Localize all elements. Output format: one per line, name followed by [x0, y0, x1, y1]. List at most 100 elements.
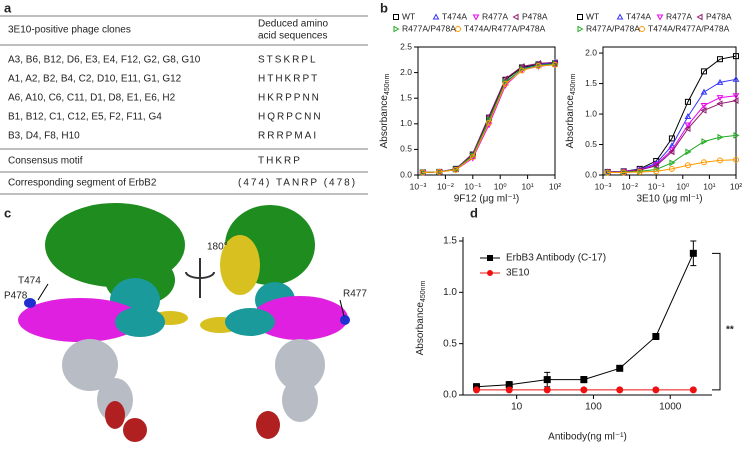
legend-label: T474A [442, 11, 467, 21]
legend-label: WT [586, 11, 599, 21]
marker [668, 135, 675, 142]
marker [732, 93, 740, 100]
marker [700, 107, 707, 114]
y-axis-label-text: Absorbance [415, 302, 426, 356]
series-line [422, 64, 556, 173]
legend-label: T474A [626, 11, 651, 21]
marker [701, 138, 708, 145]
table-cell: HKRPPNN [258, 93, 321, 104]
marker [684, 98, 691, 105]
y-tick-label: 1.0 [585, 108, 597, 118]
marker [732, 97, 739, 104]
marker [653, 168, 660, 175]
protein-structure-left [18, 203, 188, 442]
panel-label: d [470, 205, 478, 220]
table-cell: HTHKRPT [258, 74, 319, 85]
legend-label: R477A/P478A [586, 23, 640, 33]
protein-structure-right [200, 205, 350, 439]
y-axis-label: Absorbance450nm [415, 280, 428, 355]
x-tick-label: 1000 [659, 402, 682, 413]
table-cell: A3, B6, B12, D6, E3, E4, F12, G2, G8, G1… [8, 55, 201, 66]
marker [636, 168, 643, 175]
legend-label: P478A [522, 11, 548, 21]
y-axis-label: Absorbance450nm [565, 73, 578, 148]
legend-label: R477A/P478A [402, 23, 456, 33]
marker [436, 168, 443, 175]
y-tick-label: 1.5 [400, 92, 412, 102]
table-header: Deduced amino [258, 19, 328, 30]
y-axis-label-text: Absorbance [565, 95, 576, 149]
x-tick-label: 10⁻¹ [648, 181, 665, 191]
marker [684, 122, 692, 129]
marker [668, 165, 675, 172]
x-tick-label: 10¹ [521, 181, 533, 191]
y-tick-label: 1.5 [585, 78, 597, 88]
table-header: 3E10-positive phage clones [8, 25, 131, 36]
marker [535, 62, 542, 69]
legend-label: P478A [706, 11, 732, 21]
significance-bracket [712, 252, 721, 391]
marker [580, 386, 588, 394]
y-tick-label: 0.5 [585, 139, 597, 149]
marker [733, 156, 739, 163]
table-cell: A1, A2, B2, B4, C2, D10, E11, G1, G12 [8, 74, 182, 85]
marker [689, 386, 697, 394]
x-tick-label: 10⁻² [437, 181, 454, 191]
marker [669, 159, 676, 167]
legend-label: T474A/R477A/P478A [464, 23, 546, 33]
table-cell: STSKRPL [258, 55, 318, 66]
y-axis-label-text: Absorbance [379, 95, 390, 149]
marker [543, 386, 551, 394]
x-tick-label: 10⁰ [494, 181, 507, 191]
marker [652, 386, 660, 394]
marker [656, 14, 664, 21]
y-tick-label: 0.5 [400, 144, 412, 154]
plot-frame [602, 46, 737, 176]
marker [534, 60, 542, 67]
marker [519, 67, 526, 74]
y-tick-label: 0.0 [585, 169, 597, 179]
marker [473, 386, 481, 394]
y-axis-label: Absorbance450nm [379, 73, 392, 148]
marker [716, 95, 724, 102]
y-tick-label: 1.0 [443, 287, 457, 298]
plot-frame [417, 46, 556, 176]
panel-label: b [380, 0, 388, 15]
rotation-arrow [185, 258, 215, 298]
x-tick-label: 10⁻² [621, 181, 638, 191]
legend-label: R477A [666, 11, 692, 21]
marker [684, 162, 691, 169]
marker [684, 125, 691, 133]
series-line [607, 78, 737, 173]
structure-label: R477 [343, 289, 367, 300]
marker [432, 13, 440, 20]
x-tick-label: 10 [511, 402, 523, 413]
table-cell: RRRPMAI [258, 131, 318, 142]
leader-line [37, 283, 49, 301]
structure-label: T474 [18, 276, 41, 287]
marker [684, 112, 692, 119]
marker [420, 169, 427, 176]
legend-label: T474A/R477A/P478A [648, 23, 730, 33]
legend-label: ErbB3 Antibody (C-17) [506, 253, 606, 264]
marker [652, 332, 660, 340]
structure-label: P478 [4, 291, 28, 302]
marker [716, 56, 723, 63]
x-axis-label: Antibody(ng ml⁻¹) [548, 432, 627, 443]
marker [716, 100, 723, 108]
x-axis-label: 9F12 (μg ml⁻¹) [454, 194, 520, 205]
marker [668, 148, 675, 156]
series-line [607, 159, 737, 174]
marker [616, 386, 624, 394]
x-tick-label: 10⁰ [676, 181, 689, 191]
marker [604, 169, 611, 176]
marker [652, 162, 659, 170]
x-tick-label: 10¹ [703, 181, 715, 191]
marker [716, 78, 724, 85]
legend-label: R477A [482, 11, 508, 21]
table-cell: B1, B12, C1, C12, E5, F2, F11, G4 [8, 112, 162, 123]
table-cell: A6, A10, C6, C11, D1, D8, E1, E6, H2 [8, 93, 176, 104]
panel-label: c [4, 205, 11, 220]
panel-label: a [4, 0, 12, 15]
